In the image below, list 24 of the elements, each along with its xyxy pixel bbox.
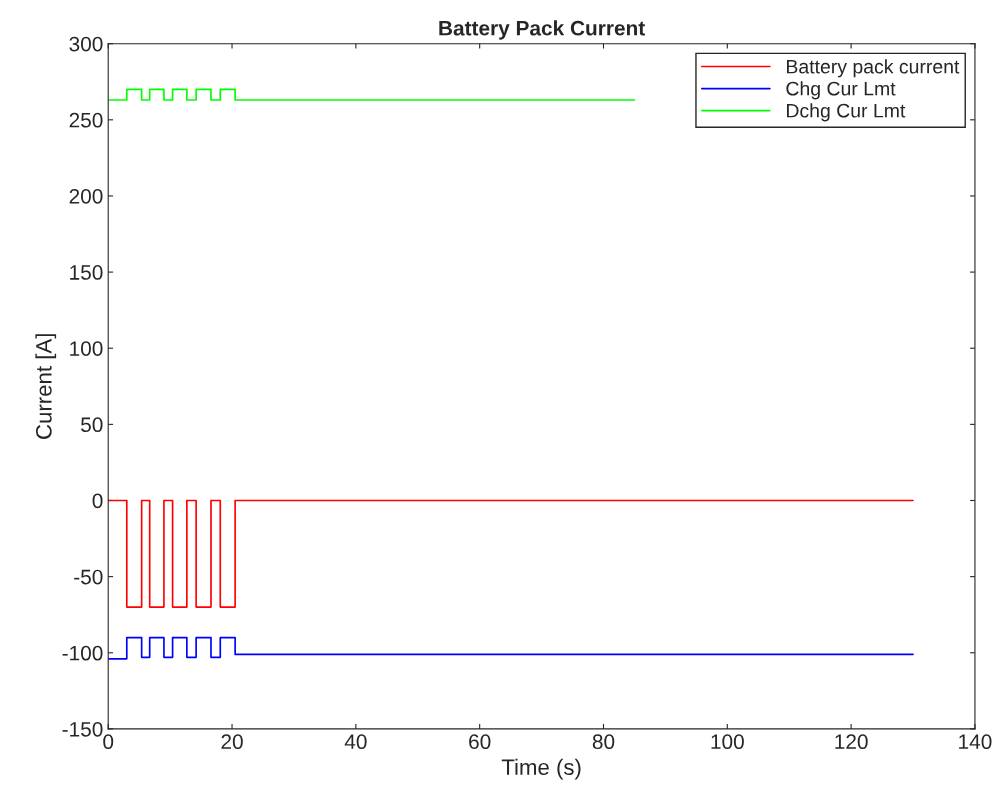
x-tick-label: 60 — [469, 734, 491, 750]
chart-title: Battery Pack Current — [439, 20, 645, 40]
y-tick-label: 300 — [69, 36, 103, 52]
y-tick-label: -50 — [74, 569, 103, 585]
y-tick-label: -150 — [62, 721, 103, 737]
y-tick-label: -100 — [62, 645, 103, 661]
x-tick-label: 40 — [344, 734, 367, 750]
x-tick-label: 140 — [959, 734, 992, 750]
x-tick-label: 120 — [835, 734, 868, 750]
y-tick-label: 200 — [69, 188, 103, 204]
legend-label: Battery pack current — [787, 59, 960, 78]
legend-label: Dchg Cur Lmt — [787, 103, 906, 122]
y-tick-label: 150 — [70, 265, 103, 280]
x-tick-label: 20 — [221, 734, 243, 750]
y-tick-label: 50 — [81, 417, 103, 433]
x-tick-label: 100 — [711, 734, 744, 750]
y-tick-label: 100 — [70, 341, 103, 356]
y-tick-label: 250 — [69, 112, 103, 128]
x-tick-label: 80 — [592, 734, 615, 750]
x-tick-label: 0 — [103, 734, 114, 750]
y-axis-title: Current [A] — [35, 334, 57, 439]
legend-label: Chg Cur Lmt — [786, 81, 896, 100]
y-tick-label: 0 — [92, 493, 103, 509]
x-axis-title: Time (s) — [501, 758, 581, 780]
